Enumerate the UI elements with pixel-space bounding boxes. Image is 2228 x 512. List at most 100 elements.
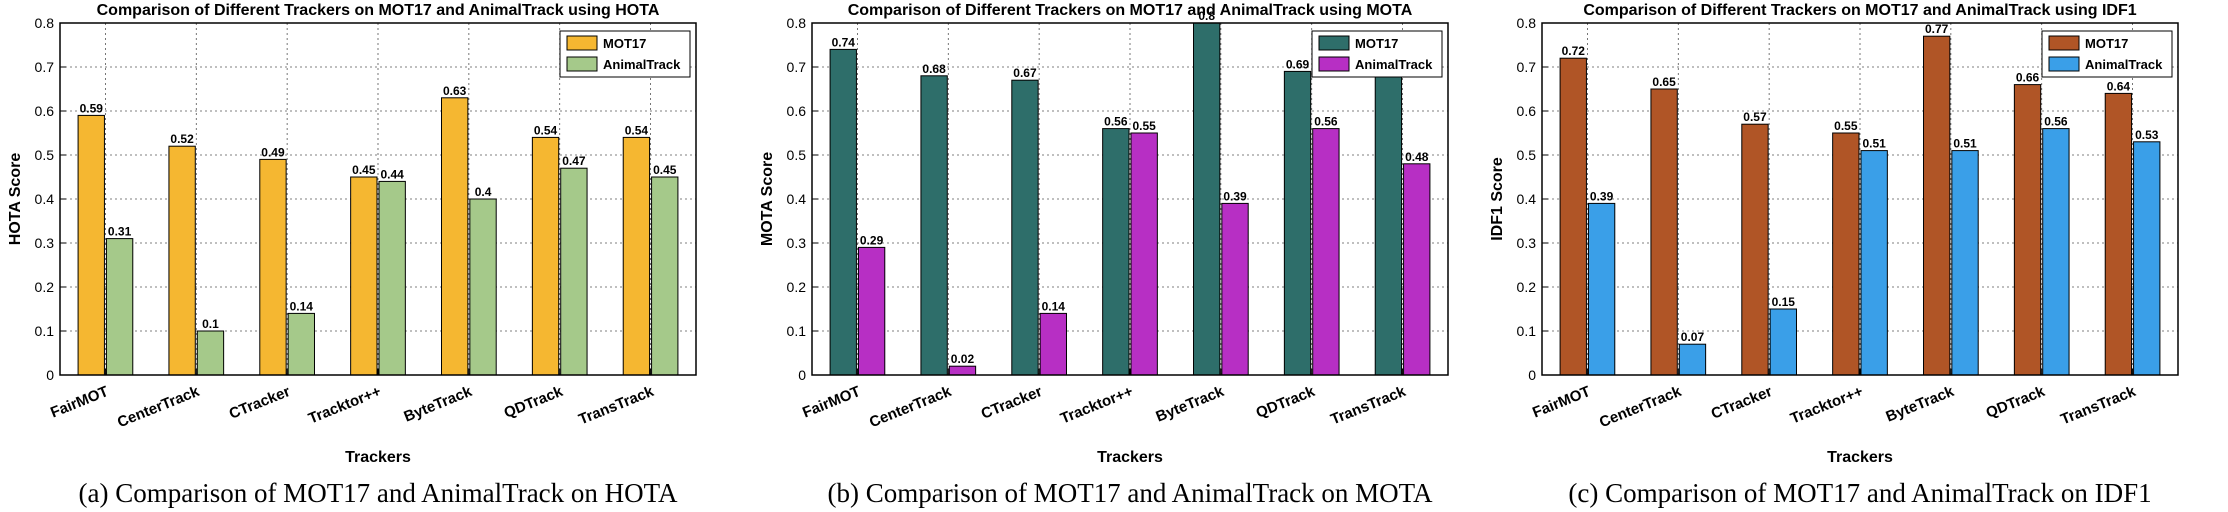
y-tick-label: 0.4 [787,191,807,207]
data-label-animaltrack-ctracker: 0.14 [290,299,314,313]
y-tick-label: 0 [46,367,54,383]
legend: MOT17 AnimalTrack [2041,30,2173,78]
bar-animaltrack-qdtrack [2042,128,2070,376]
data-label-animaltrack-tracktor: 0.51 [1862,137,1886,151]
bar-mot17-centertrack [1650,88,1678,376]
bar-mot17-ctracker [1011,79,1039,376]
data-label-animaltrack-centertrack: 0.1 [202,317,219,331]
x-tick-label-ctracker: CTracker [227,383,293,423]
data-label-animaltrack-bytetrack: 0.39 [1223,189,1247,203]
bar-mot17-tracktor [1102,128,1130,376]
data-label-mot17-bytetrack: 0.63 [443,84,467,98]
bar-mot17-ctracker [259,158,287,376]
chart-title: Comparison of Different Trackers on MOT1… [1583,2,2136,19]
legend: MOT17 AnimalTrack [559,30,691,78]
legend: MOT17 AnimalTrack [1311,30,1443,78]
bar-mot17-centertrack [168,145,196,376]
y-tick-label: 0.7 [787,59,807,75]
data-label-animaltrack-ctracker: 0.14 [1042,299,1066,313]
data-label-animaltrack-transtrack: 0.45 [653,163,677,177]
y-tick-label: 0.3 [1517,235,1537,251]
bars: 0.72 0.39 0.65 0.07 0.57 0.15 0.55 0.51 0.77 0.51… [1559,22,2161,376]
y-tick-label: 0.1 [35,323,55,339]
data-label-animaltrack-transtrack: 0.53 [2135,128,2159,142]
legend-swatch-mot17 [1318,35,1350,51]
data-label-animaltrack-bytetrack: 0.4 [475,185,492,199]
x-tick-label-ctracker: CTracker [979,383,1045,423]
y-tick-label: 0 [1528,367,1536,383]
x-tick-label-tracktor: Tracktor++ [1788,383,1866,428]
data-label-animaltrack-qdtrack: 0.56 [1314,115,1338,129]
x-tick-label-centertrack: CenterTrack [115,383,202,431]
bars: 0.59 0.31 0.52 0.1 0.49 0.14 0.45 0.44 0.63 0.4 0.… [77,84,679,376]
y-tick-label: 0.2 [1517,279,1537,295]
data-label-animaltrack-fairmot: 0.29 [860,233,884,247]
y-tick-label: 0.3 [787,235,807,251]
x-ticks: FairMOT CenterTrack CTracker Tracktor++ Byte… [800,369,1409,431]
bar-mot17-fairmot [1559,57,1587,376]
x-tick-label-transtrack: TransTrack [2058,383,2138,429]
x-ticks: FairMOT CenterTrack CTracker Tracktor++ Byte… [48,369,657,431]
bar-mot17-qdtrack [1283,70,1312,376]
y-tick-label: 0.5 [1517,147,1537,163]
panel-idf1: Comparison of Different Trackers on MOT1… [1489,2,2179,508]
x-tick-label-qdtrack: QDTrack [1254,383,1318,422]
bar-mot17-bytetrack [1193,22,1221,376]
data-label-animaltrack-centertrack: 0.07 [1681,330,1705,344]
bar-animaltrack-tracktor [1130,132,1158,376]
x-tick-label-transtrack: TransTrack [1328,383,1408,429]
bar-animaltrack-bytetrack [1221,202,1249,376]
legend-swatch-animaltrack [566,56,598,72]
y-ticks: 0 0.1 0.2 0.3 0.4 0.5 0.6 0.7 0.8 [35,15,66,383]
data-label-mot17-qdtrack: 0.66 [2016,71,2040,85]
data-label-mot17-tracktor: 0.55 [1834,119,1858,133]
panel-mota: Comparison of Different Trackers on MOT1… [759,2,1449,508]
bars: 0.74 0.29 0.68 0.02 0.67 0.14 0.56 0.55 0.8 0.39 0… [829,9,1431,376]
bar-mot17-qdtrack [2013,84,2042,376]
data-label-mot17-centertrack: 0.65 [1652,75,1676,89]
x-tick-label-centertrack: CenterTrack [1597,383,1684,431]
y-tick-label: 0.2 [35,279,55,295]
legend-label-mot17: MOT17 [2085,36,2128,51]
y-tick-label: 0.3 [35,235,55,251]
x-tick-label-centertrack: CenterTrack [867,383,954,431]
x-tick-label-qdtrack: QDTrack [502,383,566,422]
x-tick-label-tracktor: Tracktor++ [1058,383,1136,428]
data-label-animaltrack-fairmot: 0.31 [108,225,132,239]
bar-animaltrack-ctracker [1039,312,1067,376]
bar-mot17-qdtrack [531,136,560,376]
bar-animaltrack-transtrack [651,176,679,376]
chart-title: Comparison of Different Trackers on MOT1… [848,2,1413,19]
y-tick-label: 0.2 [787,279,807,295]
y-tick-label: 0.7 [1517,59,1537,75]
x-axis-label: Trackers [345,449,411,466]
y-tick-label: 0.5 [787,147,807,163]
data-label-mot17-ctracker: 0.67 [1013,66,1037,80]
bar-mot17-bytetrack [1923,35,1951,376]
bar-animaltrack-tracktor [1860,150,1888,376]
legend-label-mot17: MOT17 [1355,36,1398,51]
data-label-animaltrack-transtrack: 0.48 [1405,150,1429,164]
y-tick-label: 0.6 [1517,103,1537,119]
legend-label-animaltrack: AnimalTrack [603,57,681,72]
bar-mot17-ctracker [1741,123,1769,376]
legend-swatch-mot17 [566,35,598,51]
bar-animaltrack-bytetrack [469,198,497,376]
legend-swatch-mot17 [2048,35,2080,51]
x-tick-label-transtrack: TransTrack [576,383,656,429]
y-ticks: 0 0.1 0.2 0.3 0.4 0.5 0.6 0.7 0.8 [787,15,818,383]
y-tick-label: 0.7 [35,59,55,75]
legend-label-animaltrack: AnimalTrack [1355,57,1433,72]
y-tick-label: 0.1 [787,323,807,339]
x-axis-label: Trackers [1827,449,1893,466]
panel-hota: Comparison of Different Trackers on MOT1… [7,2,697,508]
bar-mot17-fairmot [829,48,857,376]
x-tick-label-bytetrack: ByteTrack [401,383,474,426]
data-label-mot17-transtrack: 0.54 [625,123,649,137]
x-tick-label-qdtrack: QDTrack [1984,383,2048,422]
bar-mot17-bytetrack [441,97,469,376]
y-tick-label: 0.1 [1517,323,1537,339]
data-label-animaltrack-qdtrack: 0.56 [2044,115,2068,129]
x-axis-label: Trackers [1097,449,1163,466]
